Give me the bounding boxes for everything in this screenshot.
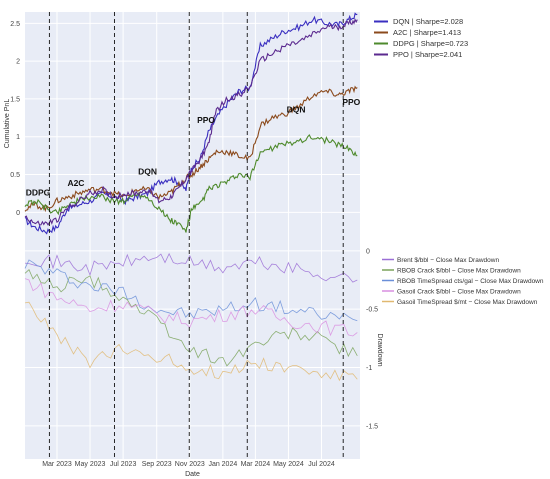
regime-label: DQN — [138, 167, 157, 177]
x-tick-label: Nov 2023 — [175, 461, 205, 468]
top-y-tick-label: 0.5 — [10, 172, 20, 179]
x-tick-label: Mar 2023 — [42, 461, 72, 468]
legend-layer: DQN | Sharpe=2.028 A2C | Sharpe=1.413 DDPG… — [374, 17, 544, 306]
bottom-y-tick-label: -0.5 — [366, 307, 378, 314]
pnl-series-line — [24, 134, 358, 233]
bottom-y-tick-label: -1 — [366, 365, 372, 372]
x-tick-label: Mar 2024 — [241, 461, 271, 468]
legend-entry-label: Gasoil TimeSpread $/mt − Close Max Drawd… — [397, 299, 538, 306]
legend-entry-label: DQN | Sharpe=2.028 — [393, 17, 463, 26]
regime-label: DDPG — [26, 188, 51, 198]
x-axis-label: Date — [185, 471, 200, 478]
legend-entry-label: A2C | Sharpe=1.413 — [393, 28, 461, 37]
top-y-axis-label: Cumulative PnL — [4, 99, 11, 149]
drawdown-series-line — [24, 259, 358, 322]
legend-entry-label: DDPG | Sharpe=0.723 — [393, 39, 468, 48]
regime-label: PPO — [197, 115, 215, 125]
top-y-tick-label: 1 — [16, 134, 20, 141]
regime-label: DQN — [287, 105, 306, 115]
legend-entry-label: Brent $/bbl − Close Max Drawdown — [397, 257, 499, 264]
x-tick-label: Sep 2023 — [142, 461, 172, 468]
x-tick-label: Jul 2023 — [110, 461, 137, 468]
x-tick-label: May 2023 — [75, 461, 106, 468]
drawdown-series-line — [24, 252, 358, 283]
drawdown-series-line — [24, 269, 358, 367]
axis-layer: 0 0.5 1 1.5 2 2.5 Cumulative PnL 0 -0.5 -1 -1.5 Dra… — [4, 21, 383, 478]
regime-vlines — [48, 12, 344, 459]
legend-entry-label: RBOB TimeSpread cts/gal − Close Max Draw… — [397, 278, 544, 285]
bottom-y-tick-label: 0 — [366, 248, 370, 255]
top-y-tick-label: 2.5 — [10, 21, 20, 28]
annotation-layer: DDPG A2C DQN PPO DQN PPO — [26, 97, 361, 198]
regime-label: A2C — [67, 178, 84, 188]
top-y-tick-label: 0 — [16, 210, 20, 217]
drawdown-series-line — [24, 301, 358, 382]
bottom-y-tick-label: -1.5 — [366, 423, 378, 430]
regime-label: PPO — [342, 97, 360, 107]
grid-layer — [25, 12, 360, 459]
x-tick-label: May 2024 — [273, 461, 304, 468]
pnl-series-line — [24, 18, 358, 226]
x-tick-label: Jan 2024 — [208, 461, 237, 468]
top-y-tick-label: 2 — [16, 59, 20, 66]
legend-entry-label: PPO | Sharpe=2.041 — [393, 50, 462, 59]
top-y-tick-label: 1.5 — [10, 96, 20, 103]
plot-background — [25, 12, 360, 459]
legend-entry-label: RBOB Crack $/bbl − Close Max Drawdown — [397, 268, 521, 275]
x-tick-label: Jul 2024 — [308, 461, 335, 468]
bottom-y-axis-label: Drawdown — [376, 333, 383, 366]
legend-entry-label: Gasoil Crack $/bbl − Close Max Drawdown — [397, 289, 521, 296]
drawdown-series-line — [24, 278, 358, 337]
